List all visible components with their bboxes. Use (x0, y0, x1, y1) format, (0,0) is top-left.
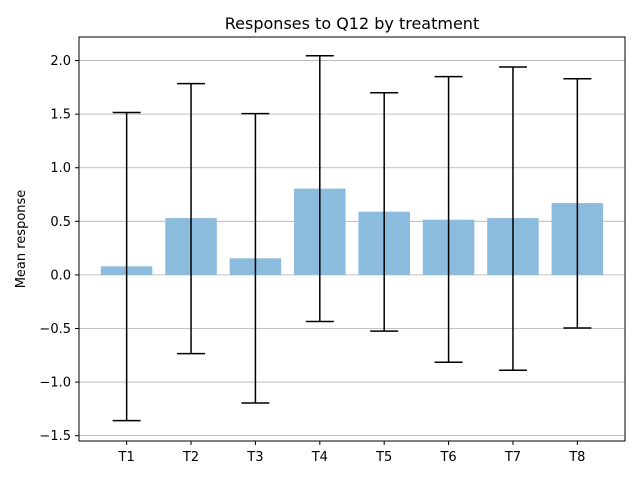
y-tick-label: 0.0 (50, 268, 71, 283)
bars (100, 188, 604, 275)
x-tick-label: T8 (568, 450, 585, 465)
grid-lines (79, 60, 625, 437)
y-axis-label: Mean response (14, 190, 29, 289)
plot-frame (78, 36, 626, 442)
error-bar-t7 (498, 66, 527, 372)
y-tick-label: 0.5 (50, 215, 71, 230)
y-tick-label: −1.5 (39, 429, 71, 444)
y-tick-label: 2.0 (50, 54, 71, 69)
x-tick-label: T7 (504, 450, 521, 465)
x-tick-label: T4 (311, 450, 328, 465)
error-bar-t4 (305, 55, 334, 323)
chart-title: Responses to Q12 by treatment (225, 14, 479, 33)
x-tick-label: T1 (118, 450, 135, 465)
error-bar-t1 (112, 111, 141, 422)
x-tick-label: T3 (246, 450, 263, 465)
x-tick-label: T6 (439, 450, 456, 465)
error-bars (112, 55, 592, 422)
y-tick-label: −1.0 (39, 376, 71, 391)
y-axis-ticks: −1.5 −1.0 −0.5 0.0 0.5 1.0 1.5 2.0 (39, 54, 79, 444)
error-bar-t5 (370, 91, 399, 332)
y-tick-label: 1.5 (50, 108, 71, 123)
x-tick-label: T5 (375, 450, 392, 465)
y-tick-label: −0.5 (39, 322, 71, 337)
error-bar-t3 (241, 112, 270, 404)
error-bar-t6 (434, 75, 463, 363)
error-bar-t2 (177, 82, 206, 355)
x-tick-label: T2 (182, 450, 199, 465)
x-axis-ticks: T1 T2 T3 T4 T5 T6 T7 T8 (118, 441, 585, 465)
y-tick-label: 1.0 (50, 161, 71, 176)
error-bar-t8 (563, 78, 592, 329)
